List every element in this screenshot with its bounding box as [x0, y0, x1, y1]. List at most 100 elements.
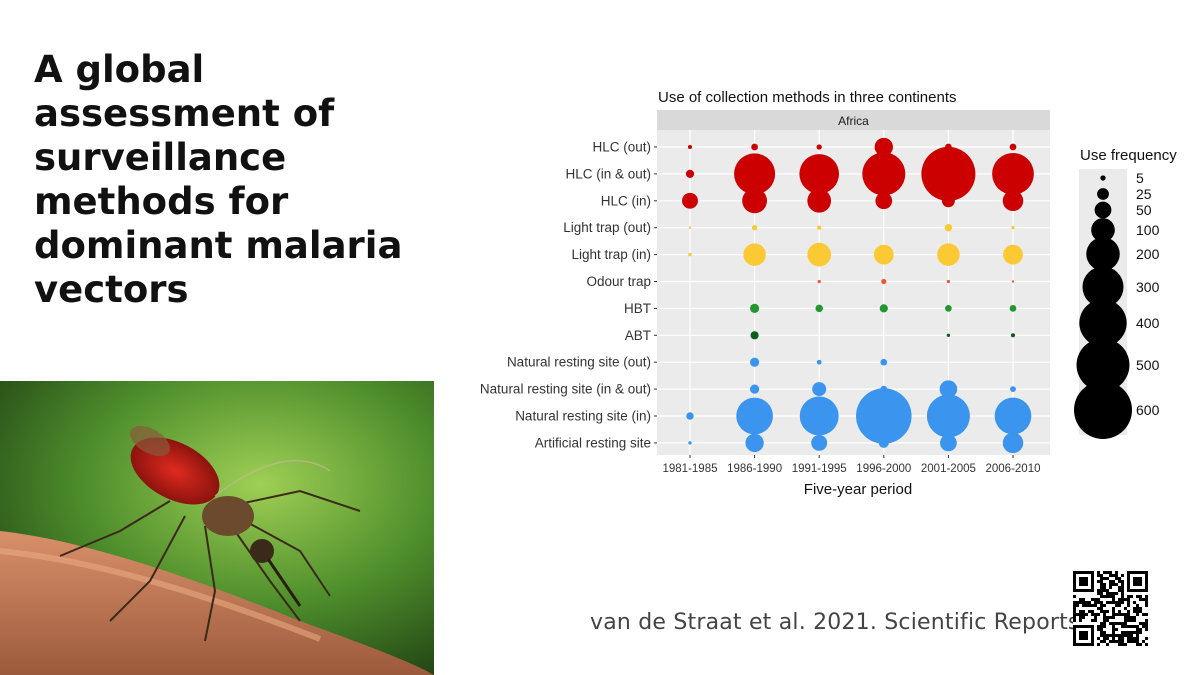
data-point [807, 188, 832, 213]
legend-key [1079, 299, 1127, 347]
data-point [816, 359, 822, 365]
data-point [875, 192, 893, 210]
legend-label: 50 [1136, 202, 1152, 218]
data-point [937, 243, 960, 266]
y-tick-label: Natural resting site (in) [515, 409, 651, 424]
data-point [817, 225, 822, 230]
data-point [750, 303, 760, 313]
y-tick-label: Natural resting site (out) [507, 355, 651, 370]
data-point [1002, 190, 1024, 212]
data-point [751, 143, 758, 151]
qr-code[interactable] [1073, 571, 1148, 646]
data-point [992, 153, 1034, 195]
legend-key [1074, 381, 1132, 439]
legend-label: 100 [1136, 222, 1160, 238]
data-point [939, 380, 958, 398]
data-point [1002, 432, 1024, 454]
data-point [921, 146, 976, 201]
plot-panel [657, 130, 1050, 455]
y-tick-label: HLC (in & out) [565, 166, 651, 181]
data-point [862, 152, 906, 196]
data-point [940, 434, 957, 452]
data-point [856, 388, 912, 444]
y-tick-label: HLC (out) [592, 140, 651, 155]
y-tick-label: HLC (in) [601, 193, 651, 208]
data-point [751, 225, 758, 231]
data-point [682, 192, 698, 209]
legend-label: 400 [1136, 315, 1160, 331]
legend-key [1086, 237, 1120, 271]
data-point [742, 188, 768, 214]
legend-key [1094, 201, 1112, 219]
legend-label: 200 [1136, 246, 1160, 262]
legend-key [1076, 338, 1130, 392]
legend-label: 600 [1136, 402, 1160, 418]
data-point [686, 412, 694, 420]
data-point [944, 223, 953, 232]
x-axis-title: Five-year period [804, 481, 912, 498]
data-point [750, 331, 759, 340]
data-point [736, 397, 773, 435]
legend-key [1091, 218, 1115, 242]
legend-key [1100, 175, 1106, 181]
data-point [688, 226, 692, 229]
data-point [799, 154, 840, 194]
data-point [688, 441, 692, 445]
data-point [1011, 226, 1015, 230]
data-point [812, 382, 827, 397]
data-point [734, 153, 776, 195]
x-tick-label: 1981-1985 [663, 463, 718, 475]
data-point [816, 144, 822, 150]
data-point [685, 169, 695, 178]
chart: Use of collection methods in three conti… [480, 89, 1177, 498]
data-point [879, 304, 888, 313]
data-point [750, 357, 760, 367]
data-point [878, 437, 889, 448]
x-tick-label: 2001-2005 [921, 463, 976, 475]
x-tick-label: 1996-2000 [856, 463, 911, 475]
data-point [687, 144, 693, 150]
legend-label: 5 [1136, 170, 1144, 186]
x-tick-label: 1991-1995 [792, 463, 847, 475]
legend-key [1097, 188, 1109, 200]
facet-label: Africa [838, 114, 869, 128]
data-point [815, 304, 823, 313]
x-tick-label: 2006-2010 [986, 463, 1041, 475]
data-point [945, 305, 952, 312]
data-point [811, 434, 828, 451]
data-point [1009, 143, 1017, 151]
data-point [807, 242, 832, 267]
mosquito-photo [0, 381, 434, 675]
data-point [874, 137, 893, 157]
data-point [750, 384, 760, 394]
data-point [688, 252, 692, 257]
legend-label: 500 [1136, 357, 1160, 373]
data-point [994, 397, 1032, 435]
data-point [873, 244, 894, 265]
y-tick-label: Light trap (out) [563, 220, 651, 235]
data-point [817, 279, 821, 284]
legend-title: Use frequency [1080, 147, 1177, 164]
y-tick-label: Natural resting site (in & out) [480, 382, 651, 397]
y-tick-label: Light trap (in) [571, 247, 651, 262]
y-tick-label: HBT [624, 301, 651, 316]
y-tick-label: Artificial resting site [535, 435, 651, 450]
data-point [1010, 386, 1016, 392]
data-point [941, 194, 955, 208]
data-point [946, 279, 951, 284]
data-point [1003, 244, 1023, 265]
legend-key [1082, 266, 1124, 308]
data-point [745, 433, 764, 453]
data-point [1010, 333, 1016, 338]
citation: van de Straat et al. 2021. Scientific Re… [590, 610, 1080, 635]
data-point [799, 396, 839, 436]
data-point [1011, 280, 1015, 283]
x-tick-label: 1986-1990 [727, 463, 782, 475]
data-point [946, 333, 951, 337]
data-point [1009, 305, 1017, 312]
facet-strip [657, 110, 1050, 130]
data-point [926, 394, 970, 438]
y-tick-label: ABT [625, 328, 651, 343]
legend-label: 300 [1136, 279, 1160, 295]
data-point [880, 358, 888, 366]
